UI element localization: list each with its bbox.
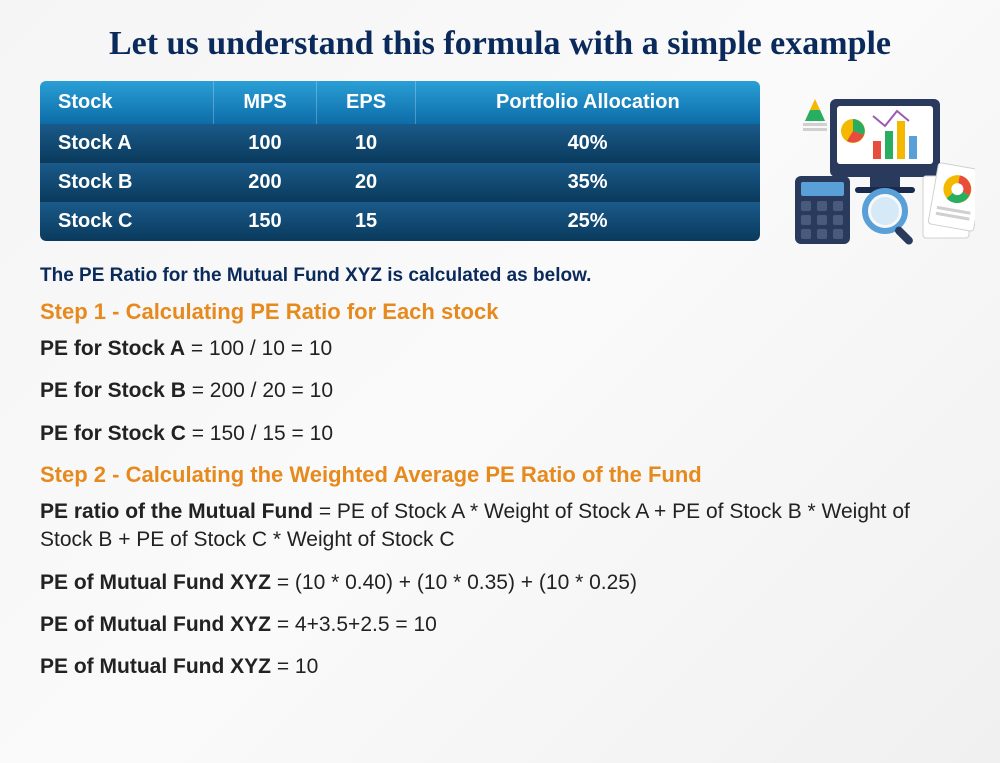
bold-label: PE for Stock B — [40, 379, 186, 402]
subheading: The PE Ratio for the Mutual Fund XYZ is … — [40, 265, 960, 287]
analytics-icon — [775, 81, 975, 251]
bold-label: PE of Mutual Fund XYZ — [40, 655, 271, 678]
cell: 25% — [415, 202, 760, 241]
step1-line: PE for Stock A = 100 / 10 = 10 — [40, 335, 960, 363]
step1-line: PE for Stock C = 150 / 15 = 10 — [40, 420, 960, 448]
col-stock: Stock — [40, 81, 213, 124]
cell: 200 — [213, 163, 317, 202]
cell: Stock B — [40, 163, 213, 202]
bold-label: PE of Mutual Fund XYZ — [40, 613, 271, 636]
cell: 35% — [415, 163, 760, 202]
table-row: Stock A 100 10 40% — [40, 124, 760, 163]
table-row: Stock B 200 20 35% — [40, 163, 760, 202]
calc-rest: = (10 * 0.40) + (10 * 0.35) + (10 * 0.25… — [271, 571, 637, 594]
cell: 40% — [415, 124, 760, 163]
col-allocation: Portfolio Allocation — [415, 81, 760, 124]
table-header-row: Stock MPS EPS Portfolio Allocation — [40, 81, 760, 124]
step1-line: PE for Stock B = 200 / 20 = 10 — [40, 377, 960, 405]
calc-rest: = 4+3.5+2.5 = 10 — [271, 613, 437, 636]
calc-rest: = 10 — [271, 655, 318, 678]
content-row: Stock MPS EPS Portfolio Allocation Stock… — [40, 81, 960, 251]
cell: 150 — [213, 202, 317, 241]
calc-rest: = 150 / 15 = 10 — [186, 422, 333, 445]
step2-line: PE of Mutual Fund XYZ = (10 * 0.40) + (1… — [40, 569, 960, 597]
step2-line: PE of Mutual Fund XYZ = 4+3.5+2.5 = 10 — [40, 611, 960, 639]
stock-table: Stock MPS EPS Portfolio Allocation Stock… — [40, 81, 760, 241]
analytics-illustration — [775, 81, 975, 251]
step2-line: PE ratio of the Mutual Fund = PE of Stoc… — [40, 498, 960, 555]
cell: Stock C — [40, 202, 213, 241]
cell: 100 — [213, 124, 317, 163]
page-title: Let us understand this formula with a si… — [40, 25, 960, 63]
calc-rest: = 200 / 20 = 10 — [186, 379, 333, 402]
stock-table-wrap: Stock MPS EPS Portfolio Allocation Stock… — [40, 81, 760, 241]
cell: 20 — [317, 163, 415, 202]
cell: 10 — [317, 124, 415, 163]
step2-heading: Step 2 - Calculating the Weighted Averag… — [40, 462, 960, 488]
bold-label: PE of Mutual Fund XYZ — [40, 571, 271, 594]
step2-line: PE of Mutual Fund XYZ = 10 — [40, 653, 960, 681]
bold-label: PE for Stock C — [40, 422, 186, 445]
bold-label: PE for Stock A — [40, 337, 185, 360]
col-mps: MPS — [213, 81, 317, 124]
col-eps: EPS — [317, 81, 415, 124]
bold-label: PE ratio of the Mutual Fund — [40, 500, 313, 523]
calc-rest: = 100 / 10 = 10 — [185, 337, 332, 360]
table-row: Stock C 150 15 25% — [40, 202, 760, 241]
cell: 15 — [317, 202, 415, 241]
step1-heading: Step 1 - Calculating PE Ratio for Each s… — [40, 299, 960, 325]
cell: Stock A — [40, 124, 213, 163]
